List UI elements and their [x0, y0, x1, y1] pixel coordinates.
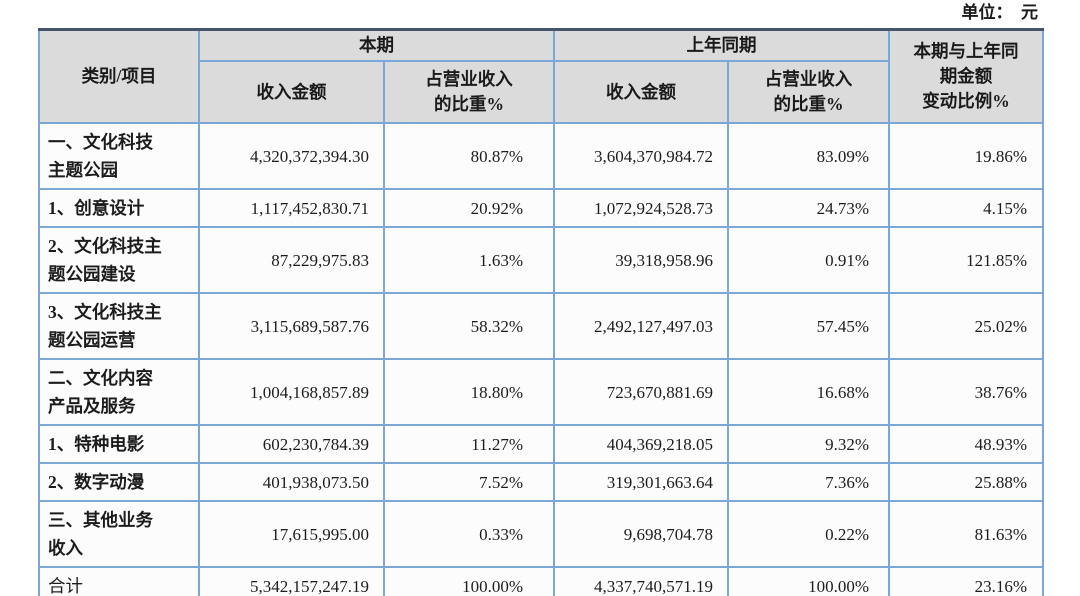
table-row: 一、文化科技 主题公园 4,320,372,394.30 80.87% 3,60… — [38, 122, 1044, 191]
table-row: 三、其他业务 收入 17,615,995.00 0.33% 9,698,704.… — [38, 500, 1044, 569]
prior-amount-cell: 1,072,924,528.73 — [553, 188, 729, 229]
prior-share-cell: 83.09% — [727, 122, 890, 191]
current-share-cell: 20.92% — [383, 188, 555, 229]
table-row: 1、创意设计 1,117,452,830.71 20.92% 1,072,924… — [38, 188, 1044, 229]
header-current-revenue-amount: 收入金额 — [198, 60, 385, 125]
current-amount-cell: 4,320,372,394.30 — [198, 122, 385, 191]
current-share-cell: 100.00% — [383, 566, 555, 596]
change-ratio-cell: 23.16% — [888, 566, 1044, 596]
prior-share-cell: 0.91% — [727, 226, 890, 295]
change-ratio-cell: 38.76% — [888, 358, 1044, 427]
table-row-total: 合计 5,342,157,247.19 100.00% 4,337,740,57… — [38, 566, 1044, 596]
current-share-cell: 1.63% — [383, 226, 555, 295]
row-label: 三、其他业务 收入 — [38, 500, 200, 569]
row-label: 1、特种电影 — [38, 424, 200, 465]
prior-share-cell: 57.45% — [727, 292, 890, 361]
table-row: 2、文化科技主 题公园建设 87,229,975.83 1.63% 39,318… — [38, 226, 1044, 295]
prior-amount-cell: 9,698,704.78 — [553, 500, 729, 569]
row-label: 2、文化科技主 题公园建设 — [38, 226, 200, 295]
current-amount-cell: 401,938,073.50 — [198, 462, 385, 503]
change-ratio-cell: 4.15% — [888, 188, 1044, 229]
current-amount-cell: 602,230,784.39 — [198, 424, 385, 465]
header-prior-period: 上年同期 — [553, 28, 890, 63]
prior-share-cell: 16.68% — [727, 358, 890, 427]
prior-amount-cell: 319,301,663.64 — [553, 462, 729, 503]
change-ratio-cell: 25.02% — [888, 292, 1044, 361]
prior-amount-cell: 39,318,958.96 — [553, 226, 729, 295]
current-share-cell: 80.87% — [383, 122, 555, 191]
row-label: 一、文化科技 主题公园 — [38, 122, 200, 191]
current-share-cell: 18.80% — [383, 358, 555, 427]
current-share-cell: 7.52% — [383, 462, 555, 503]
header-row-1: 类别/项目 本期 上年同期 本期与上年同 期金额 变动比例% — [38, 28, 1044, 125]
current-amount-cell: 87,229,975.83 — [198, 226, 385, 295]
current-amount-cell: 3,115,689,587.76 — [198, 292, 385, 361]
current-share-cell: 58.32% — [383, 292, 555, 361]
row-label: 3、文化科技主 题公园运营 — [38, 292, 200, 361]
prior-share-cell: 9.32% — [727, 424, 890, 465]
current-amount-cell: 5,342,157,247.19 — [198, 566, 385, 596]
row-label: 二、文化内容 产品及服务 — [38, 358, 200, 427]
current-share-cell: 0.33% — [383, 500, 555, 569]
table-row: 1、特种电影 602,230,784.39 11.27% 404,369,218… — [38, 424, 1044, 465]
unit-label: 单位： 元 — [961, 3, 1039, 22]
header-category: 类别/项目 — [38, 28, 200, 125]
header-prior-revenue-amount: 收入金额 — [553, 60, 729, 125]
current-amount-cell: 1,117,452,830.71 — [198, 188, 385, 229]
header-change-ratio: 本期与上年同 期金额 变动比例% — [888, 28, 1044, 125]
prior-amount-cell: 404,369,218.05 — [553, 424, 729, 465]
prior-share-cell: 0.22% — [727, 500, 890, 569]
change-ratio-cell: 121.85% — [888, 226, 1044, 295]
table-row: 3、文化科技主 题公园运营 3,115,689,587.76 58.32% 2,… — [38, 292, 1044, 361]
row-label: 合计 — [38, 566, 200, 596]
row-label: 1、创意设计 — [38, 188, 200, 229]
revenue-table: 类别/项目 本期 上年同期 本期与上年同 期金额 变动比例% 收入金额 占营业收… — [38, 28, 1044, 596]
prior-share-cell: 100.00% — [727, 566, 890, 596]
financial-report-page: 单位： 元 类别/项目 本期 上年同期 本期与上年同 期金额 变动比例% 收入金… — [38, 0, 1044, 596]
change-ratio-cell: 25.88% — [888, 462, 1044, 503]
change-ratio-cell: 19.86% — [888, 122, 1044, 191]
table-row: 二、文化内容 产品及服务 1,004,168,857.89 18.80% 723… — [38, 358, 1044, 427]
prior-amount-cell: 4,337,740,571.19 — [553, 566, 729, 596]
header-current-revenue-share: 占营业收入 的比重% — [383, 60, 555, 125]
prior-amount-cell: 2,492,127,497.03 — [553, 292, 729, 361]
header-row-2: 收入金额 占营业收入 的比重% 收入金额 占营业收入 的比重% — [39, 60, 1043, 125]
row-label: 2、数字动漫 — [38, 462, 200, 503]
prior-amount-cell: 3,604,370,984.72 — [553, 122, 729, 191]
current-amount-cell: 1,004,168,857.89 — [198, 358, 385, 427]
header-current-period: 本期 — [198, 28, 555, 63]
prior-share-cell: 7.36% — [727, 462, 890, 503]
change-ratio-cell: 48.93% — [888, 424, 1044, 465]
current-share-cell: 11.27% — [383, 424, 555, 465]
prior-share-cell: 24.73% — [727, 188, 890, 229]
table-row: 2、数字动漫 401,938,073.50 7.52% 319,301,663.… — [38, 462, 1044, 503]
change-ratio-cell: 81.63% — [888, 500, 1044, 569]
current-amount-cell: 17,615,995.00 — [198, 500, 385, 569]
header-prior-revenue-share: 占营业收入 的比重% — [727, 60, 890, 125]
prior-amount-cell: 723,670,881.69 — [553, 358, 729, 427]
